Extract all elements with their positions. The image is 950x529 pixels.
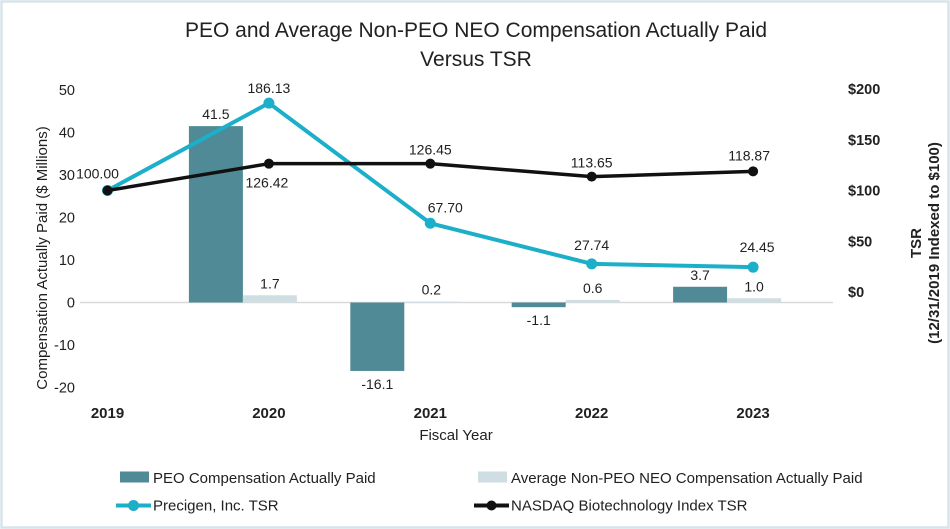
bar-value-label: 0.2 — [422, 282, 442, 298]
x-category-label: 2019 — [91, 405, 124, 422]
y-left-tick-label: 10 — [59, 253, 75, 269]
tsr-value-label: 126.45 — [409, 142, 452, 158]
x-category-label: 2021 — [414, 405, 447, 422]
nonpeo-bar-2020 — [242, 295, 297, 303]
tsr-value-label: 126.42 — [245, 175, 288, 191]
nasdaq-biotech-tsr-point-2023 — [748, 166, 759, 177]
y-left-tick-label: -20 — [54, 381, 75, 397]
tsr-value-label: 113.65 — [571, 155, 613, 171]
precigen-tsr-point-2020 — [263, 97, 275, 109]
y-left-tick-label: 50 — [59, 83, 75, 99]
legend-marker-nasdaq — [486, 500, 497, 511]
nasdaq-biotech-tsr-point-2019 — [102, 185, 113, 196]
x-category-label: 2022 — [575, 405, 608, 422]
tsr-value-label: 118.87 — [728, 147, 770, 163]
y-right-tick-label: $0 — [848, 285, 864, 301]
peo-bar-2023 — [673, 286, 728, 303]
legend-label-nonpeo: Average Non-PEO NEO Compensation Actuall… — [511, 470, 863, 487]
bar-value-label: 3.7 — [690, 267, 710, 283]
precigen-tsr-point-2021 — [424, 217, 436, 229]
x-category-label: 2023 — [736, 405, 769, 422]
bar-value-label: 0.6 — [583, 280, 603, 296]
legend-marker-precigen — [128, 500, 139, 511]
x-axis-category-labels: 2019 2020 2021 2022 2023 — [91, 405, 770, 422]
tsr-value-label: 24.45 — [740, 239, 775, 255]
bars-layer — [188, 126, 782, 371]
nonpeo-bar-2022 — [565, 299, 620, 303]
y-right-tick-label: $150 — [848, 133, 880, 149]
bar-value-label: -1.1 — [527, 312, 551, 328]
legend: PEO Compensation Actually Paid Average N… — [116, 470, 863, 515]
bar-value-label: 41.5 — [202, 106, 229, 122]
x-axis-title: Fiscal Year — [419, 427, 492, 444]
legend-swatch-nonpeo — [478, 471, 507, 483]
nonpeo-bar-2023 — [727, 298, 782, 303]
left-axis-tick-labels: 50 40 30 20 10 0 -10 -20 — [54, 83, 75, 397]
bar-value-label: -16.1 — [361, 376, 393, 392]
bar-value-label: 1.0 — [744, 278, 764, 294]
precigen-tsr-point-2023 — [747, 261, 759, 273]
y-right-tick-label: $50 — [848, 234, 872, 250]
peo-bar-2021 — [350, 302, 405, 371]
bar-value-label: 1.7 — [260, 275, 280, 291]
nasdaq-biotech-tsr-point-2022 — [586, 171, 597, 182]
nasdaq-biotech-tsr-point-2020 — [263, 158, 274, 169]
legend-swatch-peo — [120, 471, 149, 483]
y-left-tick-label: 30 — [59, 168, 75, 184]
legend-label-nasdaq: NASDAQ Biotechnology Index TSR — [511, 498, 748, 515]
y-left-tick-label: -10 — [54, 338, 75, 354]
nasdaq-biotech-tsr-point-2021 — [425, 158, 436, 169]
peo-bar-2022 — [511, 302, 566, 308]
right-axis-tick-labels: $200 $150 $100 $50 $0 — [848, 82, 880, 301]
legend-label-peo: PEO Compensation Actually Paid — [153, 470, 376, 487]
tsr-value-labels: 186.13 67.70 27.74 24.45 100.00 126.42 126.45 1… — [76, 80, 775, 255]
nonpeo-bar-2021 — [404, 301, 459, 303]
precigen-tsr-point-2022 — [586, 258, 598, 270]
right-axis-title-line1: TSR — [908, 228, 925, 258]
bar-value-labels: 41.5 -16.1 -1.1 3.7 1.7 0.2 0.6 1.0 — [202, 106, 764, 392]
chart-title-line1: PEO and Average Non-PEO NEO Compensation… — [185, 19, 767, 42]
right-axis-title-line2: (12/31/2019 Indexed to $100) — [926, 142, 943, 344]
left-axis-title: Compensation Actually Paid ($ Millions) — [34, 126, 51, 389]
tsr-value-label: 67.70 — [428, 199, 463, 215]
y-left-tick-label: 0 — [67, 296, 75, 312]
x-category-label: 2020 — [252, 405, 285, 422]
tsr-value-label: 186.13 — [247, 80, 290, 96]
lines-layer — [102, 97, 759, 273]
tsr-value-label: 27.74 — [574, 237, 609, 253]
legend-label-precigen: Precigen, Inc. TSR — [153, 498, 279, 515]
peo-bar-2020 — [188, 126, 243, 303]
right-axis-title: TSR (12/31/2019 Indexed to $100) — [908, 142, 943, 344]
y-right-tick-label: $200 — [848, 82, 880, 98]
chart-title-line2: Versus TSR — [420, 48, 532, 71]
y-left-tick-label: 20 — [59, 211, 75, 227]
y-right-tick-label: $100 — [848, 184, 880, 200]
tsr-value-label: 100.00 — [76, 166, 119, 182]
y-left-tick-label: 40 — [59, 126, 75, 142]
